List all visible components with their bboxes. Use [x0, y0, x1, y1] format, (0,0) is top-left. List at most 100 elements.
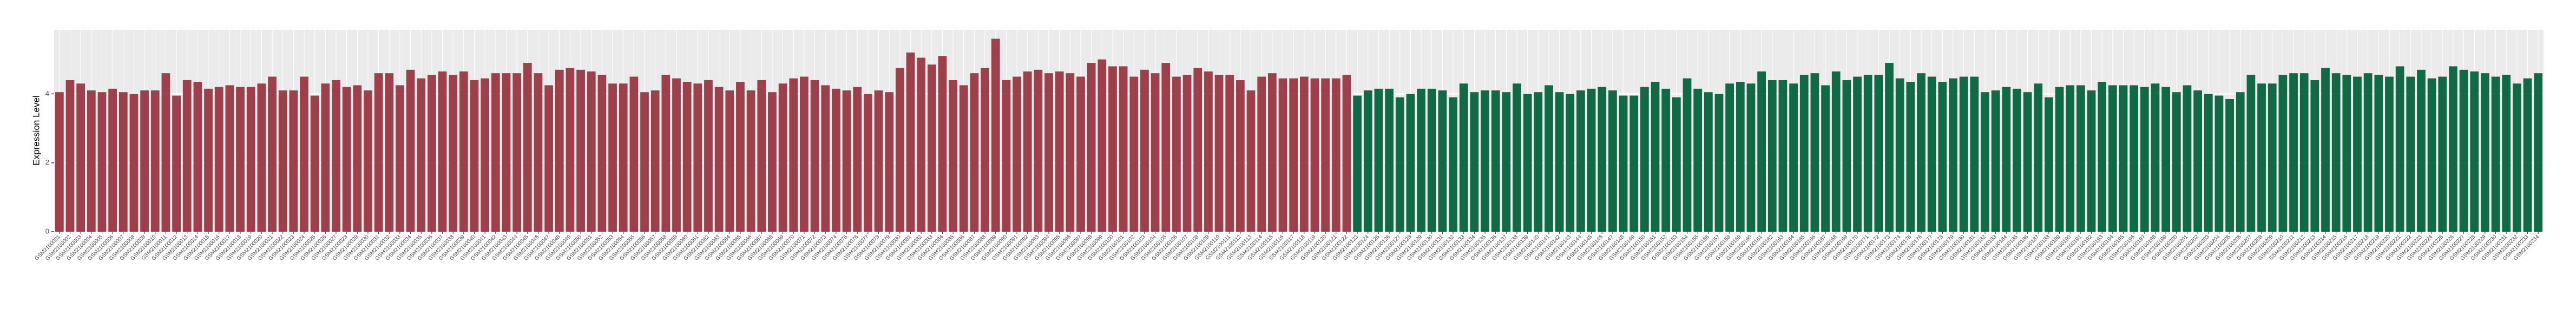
bar: [2385, 76, 2394, 232]
bar: [1002, 80, 1011, 232]
bar: [2449, 66, 2457, 232]
bar: [576, 69, 585, 232]
bar: [2130, 85, 2139, 232]
bar: [874, 90, 883, 232]
bar: [225, 85, 234, 232]
bar: [108, 88, 117, 232]
bar: [1108, 66, 1117, 232]
bar: [172, 95, 181, 232]
bar: [1267, 73, 1277, 232]
bar: [2098, 82, 2107, 232]
bar: [2108, 85, 2117, 232]
bar: [661, 75, 671, 232]
bar: [512, 73, 521, 232]
plot-background: [54, 30, 2544, 232]
bar: [2374, 75, 2383, 232]
bar: [2289, 73, 2298, 232]
bar: [885, 92, 894, 232]
bar: [406, 69, 415, 232]
bar: [778, 83, 787, 232]
bar: [917, 57, 925, 232]
bar: [268, 76, 277, 232]
bar: [364, 90, 372, 232]
bar: [1959, 76, 1968, 232]
bar: [1906, 82, 1915, 232]
bar: [1640, 87, 1649, 232]
bar: [182, 80, 192, 232]
bar: [321, 83, 330, 232]
bar: [1672, 97, 1681, 232]
bar: [991, 38, 1000, 232]
bar: [55, 92, 64, 232]
bar: [150, 90, 160, 232]
bar: [821, 85, 830, 232]
bar: [1598, 87, 1607, 232]
bar: [1970, 76, 1979, 232]
bar: [544, 85, 553, 232]
bar: [1651, 82, 1660, 232]
bar: [682, 82, 692, 232]
bar: [396, 85, 404, 232]
bar: [1236, 80, 1245, 232]
bar: [1257, 76, 1266, 232]
bar: [2002, 87, 2011, 232]
bar: [193, 82, 202, 232]
bar: [502, 73, 511, 232]
bar: [2342, 75, 2351, 232]
bar: [1013, 76, 1021, 232]
bar: [2523, 78, 2532, 232]
bar: [1895, 78, 1904, 232]
bar: [1034, 69, 1043, 232]
bar: [1066, 73, 1075, 232]
bar: [704, 80, 713, 232]
bar: [1491, 90, 1500, 232]
bar: [129, 94, 139, 232]
bar: [768, 92, 777, 232]
bar: [449, 75, 458, 232]
bar: [1331, 78, 1340, 232]
bar: [1555, 92, 1564, 232]
bar: [895, 68, 904, 232]
bar: [1842, 80, 1851, 232]
bar: [1917, 73, 1926, 232]
bar: [1661, 88, 1671, 232]
bar: [1076, 76, 1085, 232]
bar: [1576, 90, 1585, 232]
bar: [1044, 73, 1053, 232]
bar: [523, 63, 532, 232]
bar: [1363, 90, 1372, 232]
bar: [1981, 92, 1989, 232]
bar: [2034, 83, 2043, 232]
bar: [714, 87, 724, 232]
bar: [555, 69, 564, 232]
bar: [246, 87, 255, 232]
bar: [300, 76, 308, 232]
bar: [1587, 88, 1596, 232]
bar: [2512, 83, 2521, 232]
bar: [438, 71, 447, 232]
bar: [1545, 85, 1553, 232]
bar: [1789, 83, 1798, 232]
bar: [789, 78, 798, 232]
bar: [289, 90, 298, 232]
bar: [1161, 63, 1171, 232]
bar: [1395, 97, 1404, 232]
bar: [1619, 95, 1628, 232]
bar: [1427, 88, 1436, 232]
bar: [2395, 66, 2404, 232]
bar: [1182, 75, 1192, 232]
bar: [832, 88, 840, 232]
bar: [2045, 97, 2053, 232]
bar: [2310, 80, 2319, 232]
bar: [491, 73, 500, 232]
bar: [1863, 75, 1872, 232]
bar: [2257, 83, 2266, 232]
bar: [1714, 94, 1724, 232]
bar: [2087, 90, 2096, 232]
bar: [863, 94, 872, 232]
bar: [1725, 83, 1734, 232]
bar: [693, 83, 702, 232]
y-axis-label: Expression Level: [31, 95, 41, 165]
bar: [2470, 71, 2479, 232]
